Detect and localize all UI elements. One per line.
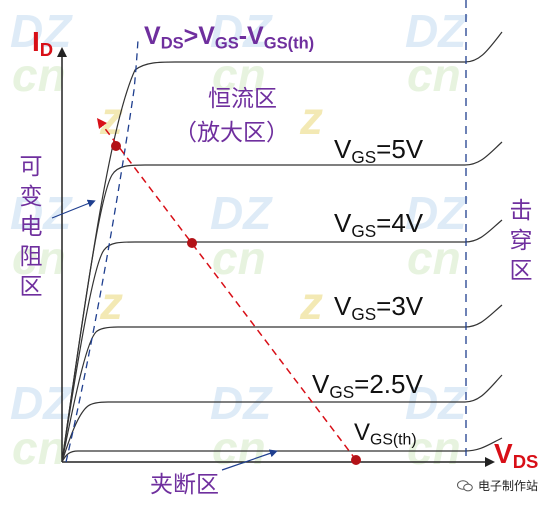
curve-label-value: =5V xyxy=(376,134,424,164)
curve-label-sub: GS(th) xyxy=(370,431,417,449)
curve-label-vgs-5v: VGS=5V xyxy=(334,136,423,166)
y-axis-label-sub: D xyxy=(39,39,54,61)
operating-point xyxy=(111,141,121,151)
curve-label-prefix: V xyxy=(354,419,371,446)
curve-vgs-4v xyxy=(61,219,503,463)
y-axis-label-main: I xyxy=(32,26,40,57)
vr-char: 可 xyxy=(19,154,43,180)
amplification-region-label: （放大区） xyxy=(174,120,289,146)
boundary-label-part: >V xyxy=(183,22,215,50)
curve-label-value: =3V xyxy=(376,291,424,321)
curve-label-vgs-2-5v: VGS=2.5V xyxy=(312,371,423,401)
curve-label-value: =2.5V xyxy=(354,369,423,399)
curve-label-vgs-th: VGS(th) xyxy=(354,421,417,448)
vr-char: 变 xyxy=(19,184,43,210)
curve-label-sub: GS xyxy=(351,303,377,324)
curve-vgs-2-5v xyxy=(61,374,503,463)
curve-vgs-5v xyxy=(61,141,503,463)
curve-label-prefix: V xyxy=(334,291,352,321)
bd-char: 击 xyxy=(509,198,533,224)
curve-label-vgs-4v: VGS=4V xyxy=(334,210,423,240)
wechat-icon xyxy=(456,479,473,491)
operating-point xyxy=(351,455,361,465)
bd-char: 穿 xyxy=(509,228,533,254)
boundary-label-sub: GS(th) xyxy=(263,34,315,53)
boundary-label-sub: GS xyxy=(214,34,239,53)
cutoff-region-label: 夹断区 xyxy=(150,472,219,498)
boundary-label-sub: DS xyxy=(160,34,184,53)
curve-label-prefix: V xyxy=(312,369,330,399)
load-line xyxy=(96,118,357,461)
curve-label-prefix: V xyxy=(334,134,352,164)
vr-char: 电 xyxy=(19,214,43,240)
footer-text: 电子制作站 xyxy=(477,479,538,493)
curve-label-prefix: V xyxy=(334,208,352,238)
boundary-label-part: V xyxy=(144,22,161,50)
footer: 电子制作站 xyxy=(456,477,538,494)
boundary-dashed-curve xyxy=(65,39,139,463)
x-axis-label: VDS xyxy=(494,440,538,472)
bd-char: 区 xyxy=(509,258,533,284)
x-axis-label-sub: DS xyxy=(512,451,539,473)
curve-vgs-th xyxy=(61,437,503,463)
curve-label-sub: GS xyxy=(351,220,377,241)
breakdown-region-label: 击 穿 区 xyxy=(506,196,536,286)
boundary-label: VDS>VGS-VGS(th) xyxy=(144,24,314,52)
vr-char: 区 xyxy=(19,274,43,300)
curve-label-sub: GS xyxy=(351,146,377,167)
curve-label-vgs-3v: VGS=3V xyxy=(334,293,423,323)
curve-label-sub: GS xyxy=(329,381,355,402)
pointer-arrow xyxy=(221,449,278,471)
y-axis-label: ID xyxy=(32,28,53,60)
boundary-label-part: -V xyxy=(238,22,264,50)
curve-label-value: =4V xyxy=(376,208,424,238)
x-axis-label-main: V xyxy=(494,438,513,469)
pointer-arrow xyxy=(51,199,96,219)
curve-top xyxy=(61,31,503,463)
operating-point xyxy=(187,238,197,248)
constant-current-region-label: 恒流区 xyxy=(208,86,277,112)
vr-char: 阻 xyxy=(19,244,43,270)
variable-resistance-region-label: 可 变 电 阻 区 xyxy=(16,152,46,302)
curve-vgs-3v xyxy=(61,304,503,463)
